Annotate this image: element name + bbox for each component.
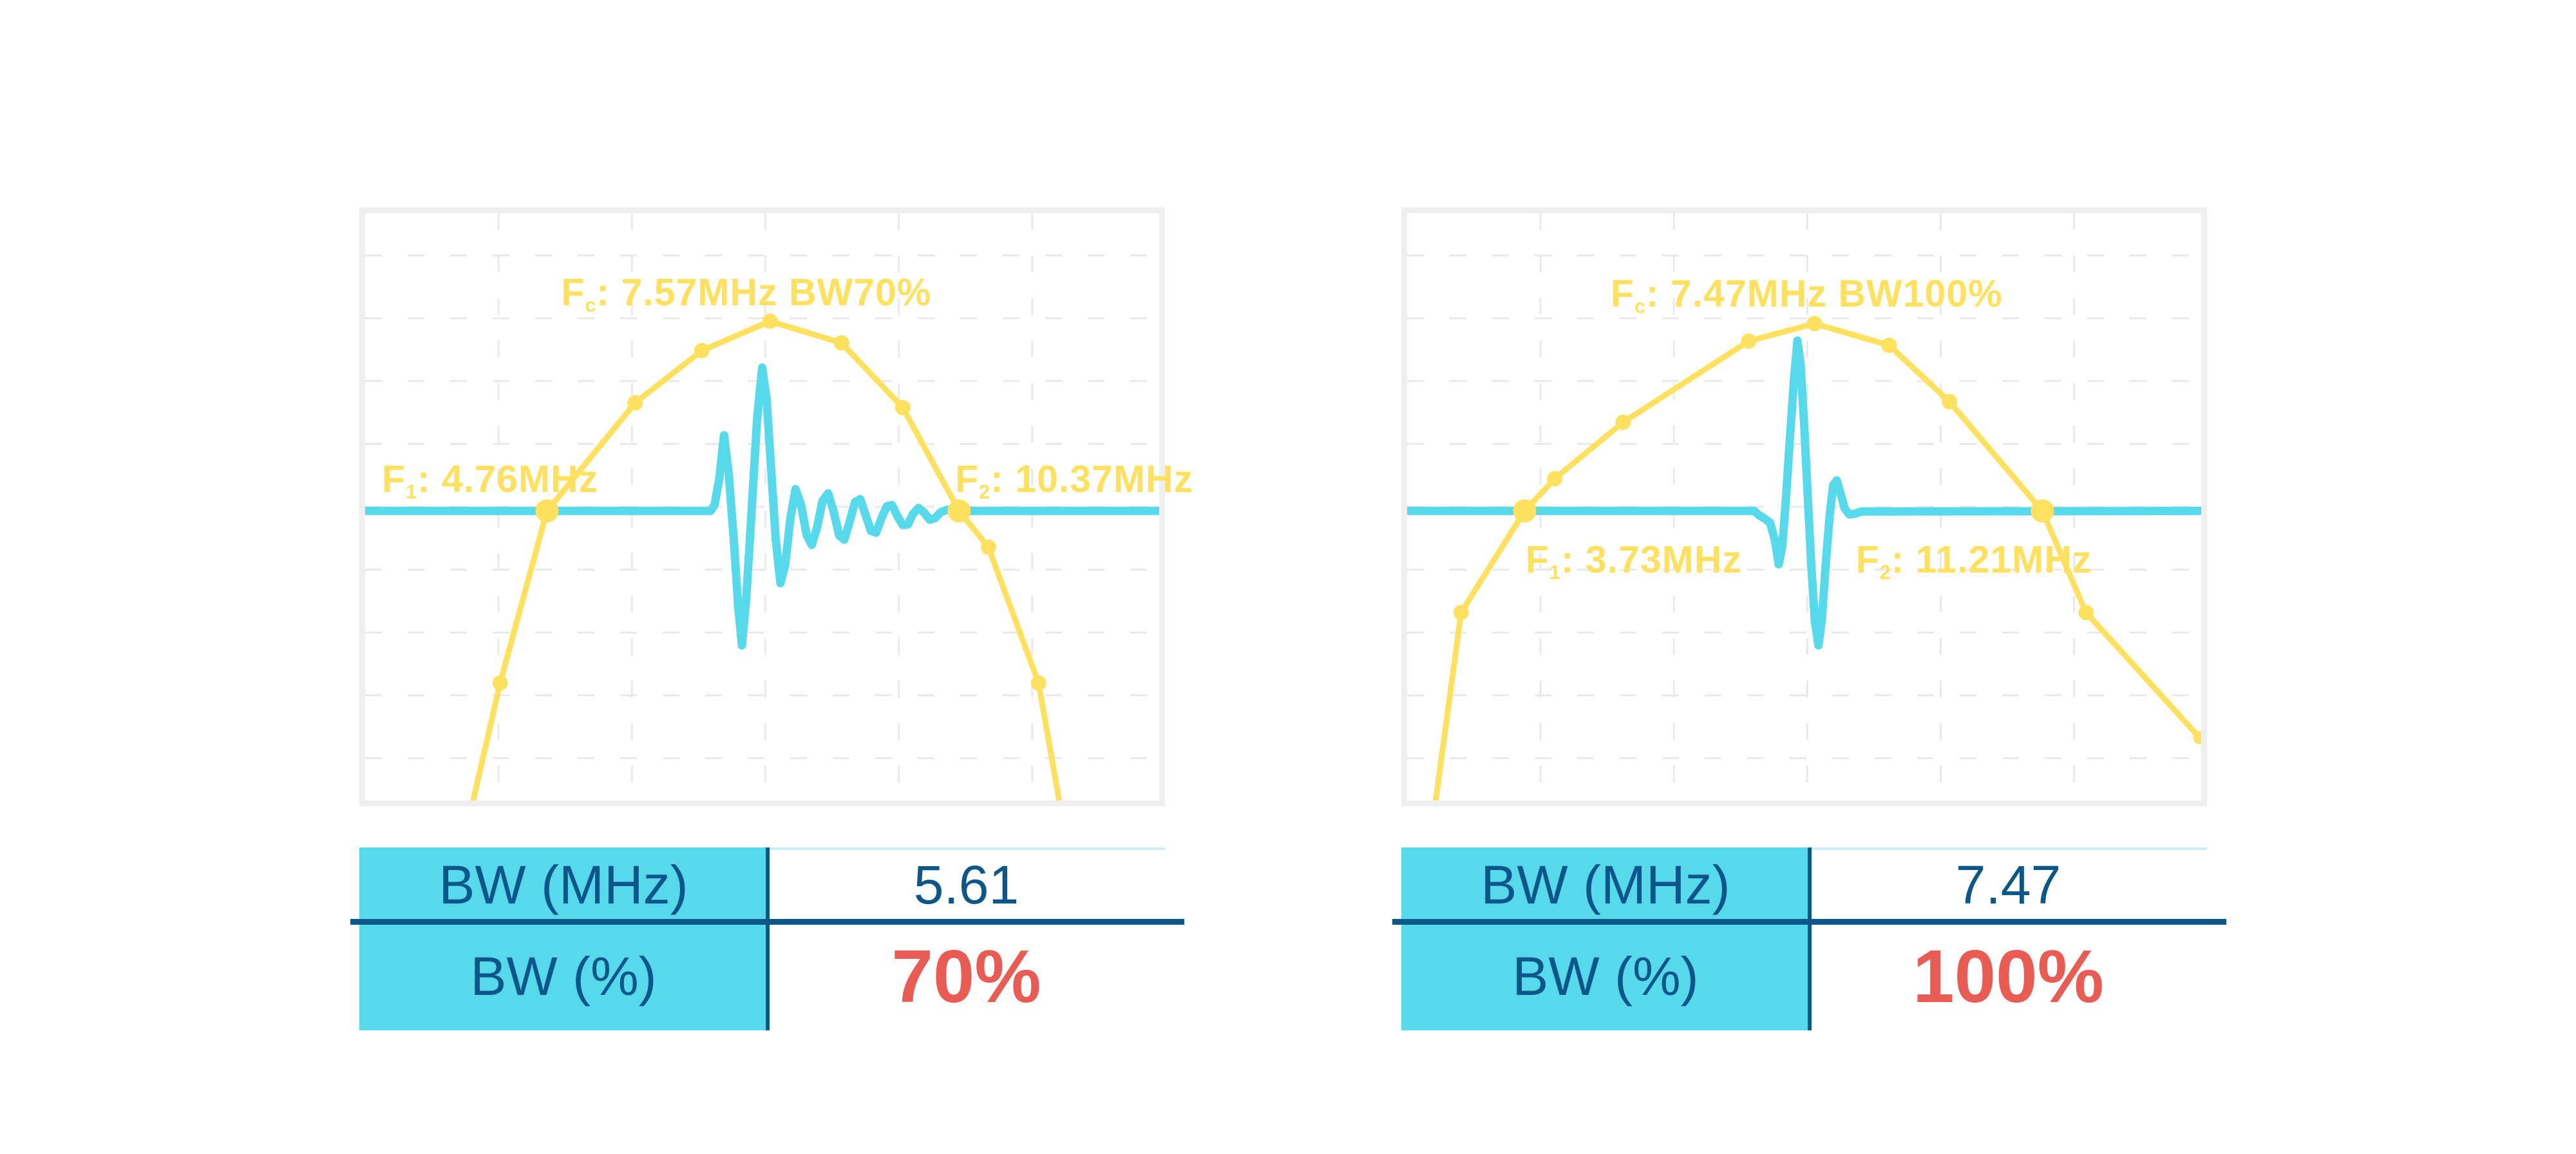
f2-annotation: F2: 10.37MHz (955, 457, 1193, 504)
f2-text: : 10.37MHz (990, 457, 1194, 500)
fc-annotation: Fc: 7.57MHz BW70% (561, 270, 931, 317)
table-top-border (768, 847, 1165, 850)
table-row-divider (1392, 919, 2226, 925)
f1-text: : 3.73MHz (1560, 538, 1742, 581)
bw-pct-label-cell: BW (%) (1401, 922, 1810, 1030)
fc-subscript: c (1634, 294, 1646, 317)
bw-table-bw100: BW (MHz) 7.47 BW (%) 100% (1392, 847, 2226, 1030)
table-column-divider (766, 847, 770, 1030)
table-row-divider (350, 919, 1184, 925)
bw-mhz-value-cell: 7.47 (1810, 847, 2207, 922)
bw-mhz-value-cell: 5.61 (768, 847, 1165, 922)
f1-symbol: F (1525, 538, 1549, 581)
spectrum-chart-bw100: Fc: 7.47MHz BW100% F1: 3.73MHz F2: 11.21… (1401, 207, 2207, 806)
bw-mhz-label-cell: BW (MHz) (359, 847, 768, 922)
table-row: BW (%) 70% (359, 922, 1165, 1030)
bw-mhz-label-cell: BW (MHz) (1401, 847, 1810, 922)
f1-annotation: F1: 3.73MHz (1526, 538, 1742, 584)
f2-text: : 11.21MHz (1891, 538, 2092, 581)
f2-annotation: F2: 11.21MHz (1856, 538, 2092, 584)
f2-symbol: F (1855, 538, 1880, 581)
bw-pct-value-cell: 100% (1810, 922, 2207, 1030)
bw-pct-value-cell: 70% (768, 922, 1165, 1030)
table-column-divider (1808, 847, 1812, 1030)
table-top-border (1810, 847, 2207, 850)
bw-pct-label-cell: BW (%) (359, 922, 768, 1030)
table-row: BW (%) 100% (1401, 922, 2207, 1030)
f1-subscript: 1 (405, 480, 417, 504)
fc-symbol: F (561, 270, 585, 314)
fc-text: : 7.47MHz BW100% (1645, 272, 2003, 315)
spectrum-plot (365, 213, 1159, 800)
panel-bw70: Fc: 7.57MHz BW70% F1: 4.76MHz F2: 10.37M… (350, 207, 1193, 1030)
f1-annotation: F1: 4.76MHz (382, 457, 598, 504)
spectrum-plot (1407, 213, 2201, 800)
panel-bw100: Fc: 7.47MHz BW100% F1: 3.73MHz F2: 11.21… (1392, 207, 2226, 1030)
f1-subscript: 1 (1549, 561, 1561, 584)
f1-text: : 4.76MHz (417, 457, 599, 500)
f2-subscript: 2 (979, 480, 991, 504)
fc-subscript: c (585, 294, 597, 317)
table-row: BW (MHz) 5.61 (359, 847, 1165, 922)
fc-symbol: F (1610, 272, 1634, 315)
fc-annotation: Fc: 7.47MHz BW100% (1611, 272, 2003, 318)
table-row: BW (MHz) 7.47 (1401, 847, 2207, 922)
spectrum-chart-bw70: Fc: 7.57MHz BW70% F1: 4.76MHz F2: 10.37M… (359, 207, 1193, 806)
bw-table-bw70: BW (MHz) 5.61 BW (%) 70% (350, 847, 1184, 1030)
fc-text: : 7.57MHz BW70% (596, 270, 932, 314)
f1-symbol: F (381, 457, 406, 500)
f2-symbol: F (955, 457, 980, 500)
f2-subscript: 2 (1879, 561, 1891, 584)
